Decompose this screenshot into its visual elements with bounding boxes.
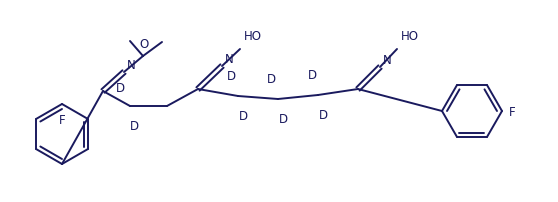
Text: D: D: [278, 113, 287, 125]
Text: F: F: [59, 114, 65, 126]
Text: N: N: [383, 54, 392, 67]
Text: D: D: [227, 70, 235, 83]
Text: N: N: [225, 53, 234, 66]
Text: D: D: [319, 108, 328, 121]
Text: O: O: [140, 38, 148, 51]
Text: D: D: [266, 73, 276, 86]
Text: HO: HO: [244, 30, 262, 43]
Text: N: N: [127, 59, 136, 72]
Text: HO: HO: [401, 30, 419, 43]
Text: D: D: [116, 82, 124, 95]
Text: F: F: [509, 105, 516, 118]
Text: D: D: [129, 119, 138, 132]
Text: D: D: [238, 109, 248, 122]
Text: D: D: [307, 69, 316, 82]
